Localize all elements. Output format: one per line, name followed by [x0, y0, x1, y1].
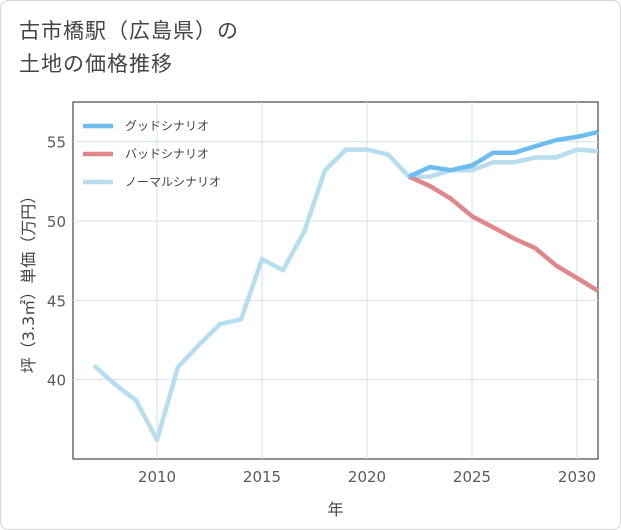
y-tick-label: 50 [47, 213, 66, 231]
y-tick-label: 40 [47, 372, 66, 390]
x-tick-label: 2025 [453, 468, 491, 486]
x-tick-label: 2010 [138, 468, 176, 486]
y-tick-label: 45 [47, 292, 66, 310]
chart-title-line-1: 古市橋駅（広島県）の [19, 19, 239, 43]
x-axis-title: 年 [327, 500, 343, 519]
legend-label-3: ノーマルシナリオ [125, 175, 221, 189]
y-axis-title: 坪（3.3㎡）単価（万円） [19, 188, 38, 373]
series-line-1 [408, 129, 599, 179]
chart-title: 古市橋駅（広島県）の 土地の価格推移 [19, 15, 239, 81]
legend-label-1: グッドシナリオ [125, 119, 209, 133]
y-tick-label: 55 [47, 134, 66, 152]
legend-label-2: バッドシナリオ [125, 147, 209, 161]
plot-frame [72, 101, 599, 460]
x-tick-label: 2015 [243, 468, 281, 486]
x-tick-label: 2020 [348, 468, 386, 486]
series-line-3 [92, 147, 599, 443]
x-tick-label: 2030 [558, 468, 596, 486]
series-line-2 [408, 174, 600, 293]
chart-title-line-2: 土地の価格推移 [19, 52, 173, 76]
